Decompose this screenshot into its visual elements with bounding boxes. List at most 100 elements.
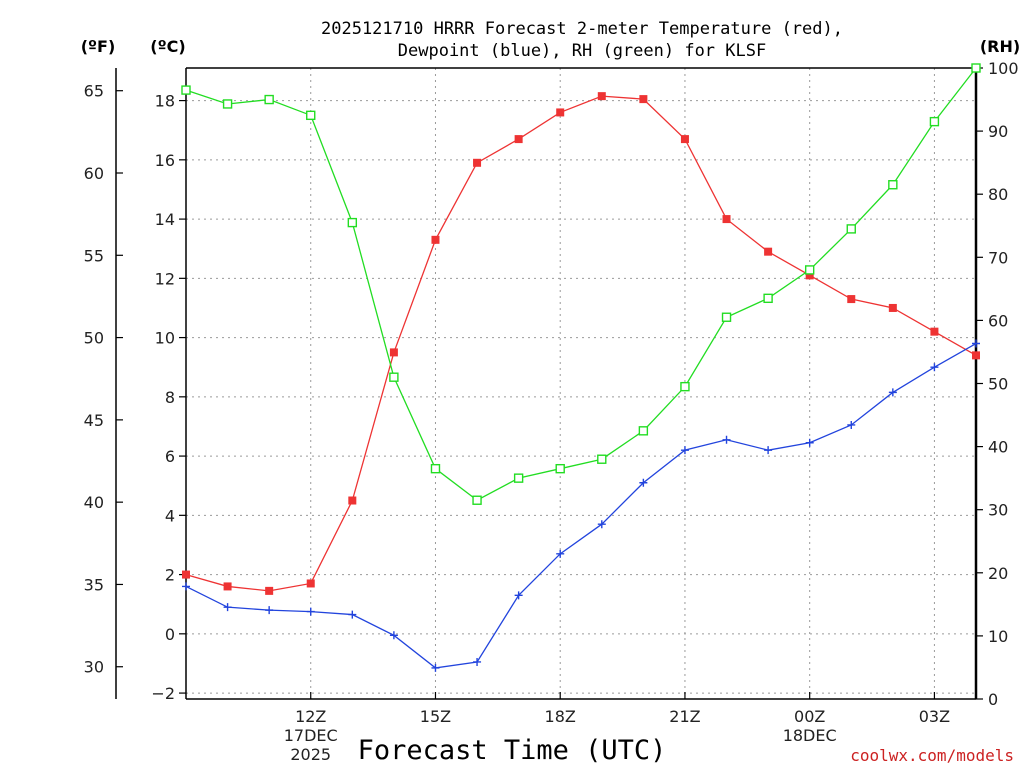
rh-point (846, 224, 856, 234)
fahrenheit-tick-label: 45 (84, 411, 104, 430)
fahrenheit-tick-label: 30 (84, 658, 104, 677)
temperature-point (182, 570, 190, 579)
x-tick-label: 21Z (669, 707, 700, 726)
credit-text: coolwx.com/models (850, 746, 1014, 765)
rh-tick-label: 20 (988, 564, 1008, 583)
dewpoint-point (930, 363, 939, 372)
temperature-point (556, 108, 565, 117)
fahrenheit-tick-label: 60 (84, 164, 104, 183)
temperature-point (722, 215, 731, 224)
dewpoint-point (597, 520, 606, 529)
rh-point (597, 454, 607, 464)
dewpoint-point (389, 631, 398, 640)
rh-point (181, 85, 191, 95)
x-tick-label: 17DEC (284, 726, 338, 745)
temperature-point (680, 135, 689, 144)
celsius-tick-label: 14 (155, 210, 175, 229)
temperature-point (972, 351, 980, 360)
fahrenheit-tick-label: 65 (84, 82, 104, 101)
rh-point (513, 473, 524, 483)
rh-line (185, 67, 977, 502)
rh-tick-label: 60 (988, 311, 1008, 330)
rh-point (888, 180, 898, 190)
rh-point (804, 265, 815, 275)
celsius-tick-label: −2 (151, 684, 175, 703)
dewpoint-point (639, 478, 648, 487)
dewpoint-point (514, 591, 523, 600)
temperature-point (597, 92, 606, 101)
rh-point (264, 94, 274, 105)
tick-labels: −2 0 2 4 6 8 10 12 14 16 18 30 35 40 45 50 55 60 65 0 10 20 30… (84, 59, 1019, 764)
dewpoint-point (888, 388, 897, 397)
axes (115, 67, 983, 700)
data-series (181, 63, 981, 672)
rh-point (222, 99, 233, 109)
grid-lines (186, 68, 976, 699)
dewpoint-point (182, 582, 190, 591)
celsius-unit-label: (ºC) (150, 37, 185, 56)
dewpoint-line (185, 342, 977, 669)
rh-point (306, 110, 316, 121)
rh-point (472, 495, 482, 505)
chart-title-line-2: Dewpoint (blue), RH (green) for KLSF (398, 41, 766, 61)
dewpoint-point (431, 663, 440, 672)
temperature-point (265, 586, 274, 595)
temperature-point (805, 271, 814, 280)
dewpoint-point (722, 435, 731, 444)
rh-point (763, 293, 773, 304)
dewpoint-point (972, 339, 980, 348)
celsius-tick-label: 16 (155, 151, 175, 170)
rh-tick-label: 70 (988, 248, 1008, 267)
rh-tick-label: 90 (988, 122, 1008, 141)
dewpoint-point (556, 549, 565, 558)
temperature-point (389, 348, 398, 357)
dewpoint-point (805, 438, 814, 447)
rh-unit-label: (RH) (980, 37, 1020, 56)
rh-point (347, 217, 358, 228)
dewpoint-point (847, 420, 856, 429)
chart-title-line-1: 2025121710 HRRR Forecast 2-meter Tempera… (321, 19, 843, 39)
chart-title: 2025121710 HRRR Forecast 2-meter Tempera… (321, 19, 843, 61)
series-rh (181, 63, 981, 505)
temperature-point (514, 135, 523, 144)
dewpoint-point (473, 657, 482, 666)
celsius-tick-label: 10 (155, 329, 175, 348)
rh-point (389, 372, 399, 382)
temperature-point (888, 303, 897, 312)
x-tick-label: 03Z (919, 707, 950, 726)
series-temperature (182, 92, 980, 595)
rh-tick-label: 40 (988, 438, 1008, 457)
temperature-point (639, 95, 648, 104)
dewpoint-point (680, 446, 689, 455)
celsius-tick-label: 0 (165, 625, 175, 644)
dewpoint-point (265, 606, 274, 615)
rh-point (971, 63, 981, 73)
x-tick-label: 18DEC (783, 726, 837, 745)
rh-tick-label: 80 (988, 185, 1008, 204)
x-axis-title: Forecast Time (UTC) (358, 735, 667, 766)
celsius-tick-label: 12 (155, 269, 175, 288)
rh-tick-label: 10 (988, 627, 1008, 646)
temperature-line (185, 95, 977, 592)
dewpoint-point (348, 610, 357, 619)
rh-tick-label: 50 (988, 375, 1008, 394)
fahrenheit-unit-label: (ºF) (81, 37, 116, 56)
x-tick-label: 18Z (545, 707, 576, 726)
series-dewpoint (182, 339, 980, 672)
fahrenheit-tick-label: 40 (84, 493, 104, 512)
rh-tick-label: 100 (988, 59, 1019, 78)
rh-point (638, 426, 649, 436)
celsius-tick-label: 4 (165, 506, 175, 525)
temperature-point (223, 582, 232, 591)
rh-point (929, 116, 940, 127)
celsius-tick-label: 2 (165, 566, 175, 585)
x-tick-label: 00Z (794, 707, 825, 726)
temperature-point (348, 496, 357, 505)
celsius-tick-label: 8 (165, 388, 175, 407)
fahrenheit-tick-label: 35 (84, 575, 104, 594)
rh-point (721, 312, 732, 322)
x-tick-label: 2025 (290, 745, 331, 764)
dewpoint-point (223, 603, 232, 612)
temperature-point (431, 235, 440, 244)
